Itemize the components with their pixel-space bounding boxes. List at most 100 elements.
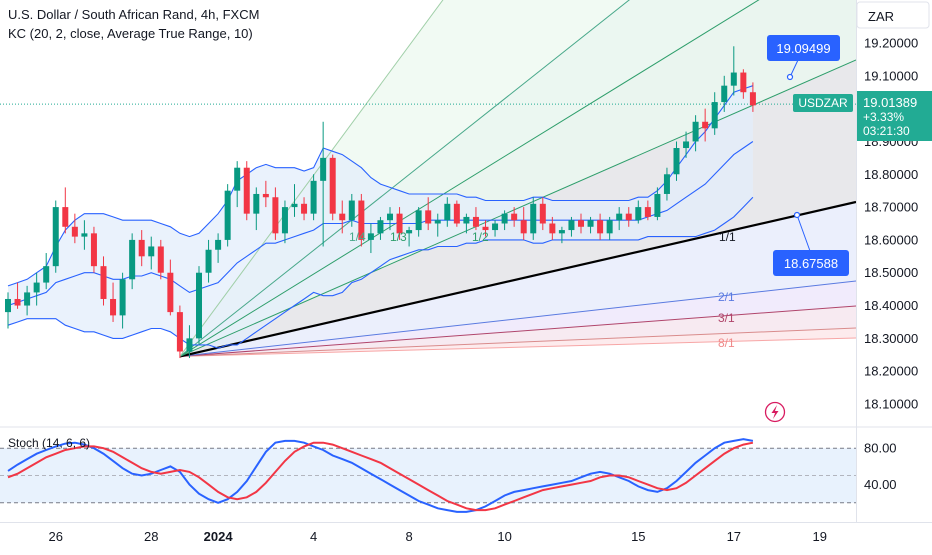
callout-1-leader bbox=[789, 59, 799, 78]
candle bbox=[472, 207, 479, 231]
callout-2-anchor[interactable] bbox=[793, 211, 801, 219]
candle-body bbox=[205, 249, 212, 273]
candle-body bbox=[472, 216, 479, 227]
callout-2-box[interactable] bbox=[773, 250, 849, 276]
candle-body bbox=[24, 292, 31, 306]
candle bbox=[224, 184, 231, 247]
price-axis[interactable]: 19.2000019.1000018.9000018.8000018.70000… bbox=[864, 36, 918, 412]
candle bbox=[415, 207, 422, 237]
candle bbox=[119, 272, 126, 329]
candle-body bbox=[425, 210, 432, 224]
candle-body bbox=[578, 220, 584, 227]
candle-body bbox=[215, 239, 222, 250]
candle-body bbox=[329, 157, 336, 214]
fan-line-8-1[interactable] bbox=[179, 337, 856, 357]
indicator-legend: KC (20, 2, close, Average True Range, 10… bbox=[8, 26, 253, 41]
candle bbox=[434, 213, 441, 237]
candle bbox=[71, 213, 78, 244]
candle bbox=[625, 207, 632, 227]
keltner-lower bbox=[7, 196, 754, 349]
candle-body bbox=[444, 203, 451, 221]
stoch-tick-0: 80.00 bbox=[864, 441, 897, 456]
candle-body bbox=[692, 121, 699, 142]
fan-label-4: 2/1 bbox=[718, 290, 735, 304]
time-label-8: 19 bbox=[813, 529, 827, 544]
candle bbox=[444, 197, 451, 227]
candle-body bbox=[100, 266, 107, 299]
candle bbox=[616, 207, 623, 231]
fan-line-3-1[interactable] bbox=[179, 305, 856, 357]
time-axis[interactable]: 26 28 2024 4 8 10 15 17 19 bbox=[49, 529, 827, 544]
candle-body bbox=[520, 220, 527, 234]
currency-selector[interactable]: ZAR bbox=[856, 1, 930, 29]
stoch-k-line bbox=[7, 438, 754, 513]
fan-line-1-1[interactable] bbox=[179, 200, 856, 358]
candle bbox=[730, 46, 737, 96]
gann-fan-lines[interactable] bbox=[179, 0, 856, 358]
candlesticks bbox=[5, 46, 756, 359]
candle-body bbox=[711, 102, 718, 129]
candle bbox=[186, 325, 193, 359]
candle bbox=[176, 305, 183, 359]
candle-body bbox=[568, 220, 575, 231]
fan-line-1-3[interactable] bbox=[179, 0, 856, 357]
fan-line-1-4[interactable] bbox=[179, 0, 856, 357]
candle bbox=[138, 230, 145, 267]
candle-body bbox=[501, 213, 508, 224]
fan-line-2-1[interactable] bbox=[179, 280, 856, 357]
candle bbox=[52, 200, 59, 273]
candle-body bbox=[453, 203, 460, 224]
candle-body bbox=[377, 220, 384, 234]
candle-body bbox=[43, 266, 50, 283]
fan-line-1-8[interactable] bbox=[179, 0, 856, 357]
callout-1-box[interactable] bbox=[767, 35, 840, 61]
candle bbox=[14, 282, 21, 309]
price-tick-1: 19.10000 bbox=[864, 68, 918, 83]
candle-body bbox=[558, 230, 565, 234]
candle-body bbox=[530, 203, 537, 234]
candle bbox=[281, 200, 288, 244]
candle bbox=[358, 193, 365, 247]
candle bbox=[644, 200, 651, 221]
candle-body bbox=[644, 207, 651, 217]
candle bbox=[654, 187, 661, 221]
price-tick-4: 18.70000 bbox=[864, 200, 918, 215]
candle-body bbox=[587, 220, 594, 227]
candle bbox=[262, 180, 269, 208]
candle bbox=[673, 141, 680, 181]
price-tick-10: 18.10000 bbox=[864, 397, 918, 412]
stochastic-pane bbox=[0, 438, 856, 513]
candle bbox=[205, 239, 212, 283]
callout-1-anchor[interactable] bbox=[786, 73, 794, 81]
candle-body bbox=[406, 230, 413, 234]
candle-body bbox=[702, 121, 709, 129]
candle bbox=[396, 207, 403, 240]
candle-body bbox=[673, 148, 680, 175]
candle bbox=[33, 272, 40, 306]
candle bbox=[749, 82, 756, 112]
candle-body bbox=[119, 279, 126, 316]
candle-body bbox=[310, 180, 317, 214]
candle bbox=[339, 200, 346, 234]
candle bbox=[301, 197, 308, 221]
candle bbox=[578, 213, 584, 234]
stoch-legend: Stoch (14, 6, 6) bbox=[8, 436, 90, 450]
candle-body bbox=[492, 223, 499, 231]
time-label-7: 17 bbox=[727, 529, 741, 544]
fan-label-0: 1/4 bbox=[349, 230, 366, 244]
price-tick-0: 19.20000 bbox=[864, 36, 918, 51]
candle bbox=[320, 121, 327, 247]
candle-body bbox=[654, 193, 661, 217]
fan-line-4-1[interactable] bbox=[179, 327, 856, 357]
current-price-badge[interactable]: USDZAR 19.01389 +3.33% 03:21:30 bbox=[793, 91, 932, 141]
candle-body bbox=[253, 193, 260, 214]
candle-body bbox=[234, 167, 241, 191]
flash-icon[interactable] bbox=[764, 401, 786, 423]
price-callouts[interactable]: 19.09499 18.67588 bbox=[767, 35, 849, 276]
candle-body bbox=[301, 203, 308, 214]
candle bbox=[463, 213, 470, 234]
candle-body bbox=[463, 216, 470, 224]
candle bbox=[558, 226, 565, 244]
